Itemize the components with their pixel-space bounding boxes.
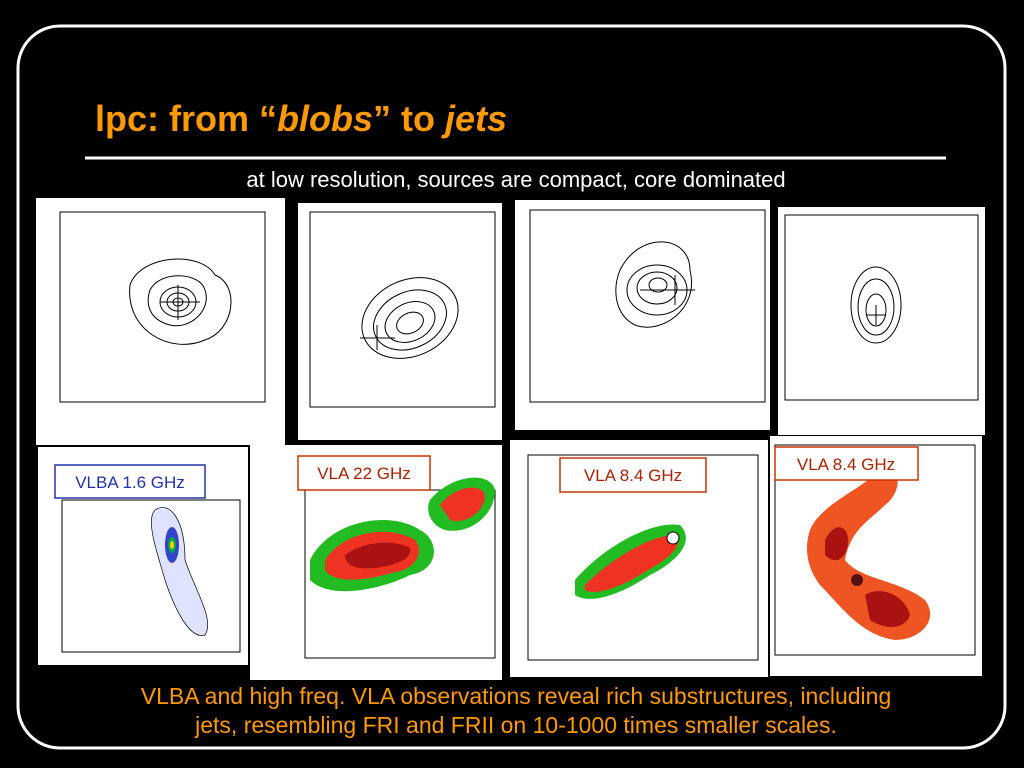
caption-line: jets, resembling FRI and FRII on 10-1000…: [194, 712, 837, 738]
contour-map: [36, 198, 285, 445]
panel-label: VLA 8.4 GHz: [584, 466, 682, 485]
title-part: jets: [441, 98, 507, 139]
title-part: ” to: [373, 98, 445, 139]
label-box: [559, 457, 707, 493]
panel-label: VLBA 1.6 GHz: [75, 473, 185, 492]
title-part: lpc: from “: [95, 98, 277, 139]
title-part: blobs: [277, 98, 373, 139]
label-box: [297, 455, 431, 491]
panel-label: VLA 8.4 GHz: [797, 455, 895, 474]
subtitle: at low resolution, sources are compact, …: [246, 167, 785, 192]
label-box: [54, 464, 206, 499]
panel-label: VLA 22 GHz: [317, 464, 411, 483]
caption-line: VLBA and high freq. VLA observations rev…: [141, 683, 892, 709]
title: lpc: from “blobs” to jets: [95, 98, 507, 139]
contour-map: [298, 203, 502, 440]
frame: [16, 24, 1007, 750]
label-box: [774, 446, 919, 481]
contour-map: [515, 200, 770, 430]
contour-map: [778, 207, 985, 435]
